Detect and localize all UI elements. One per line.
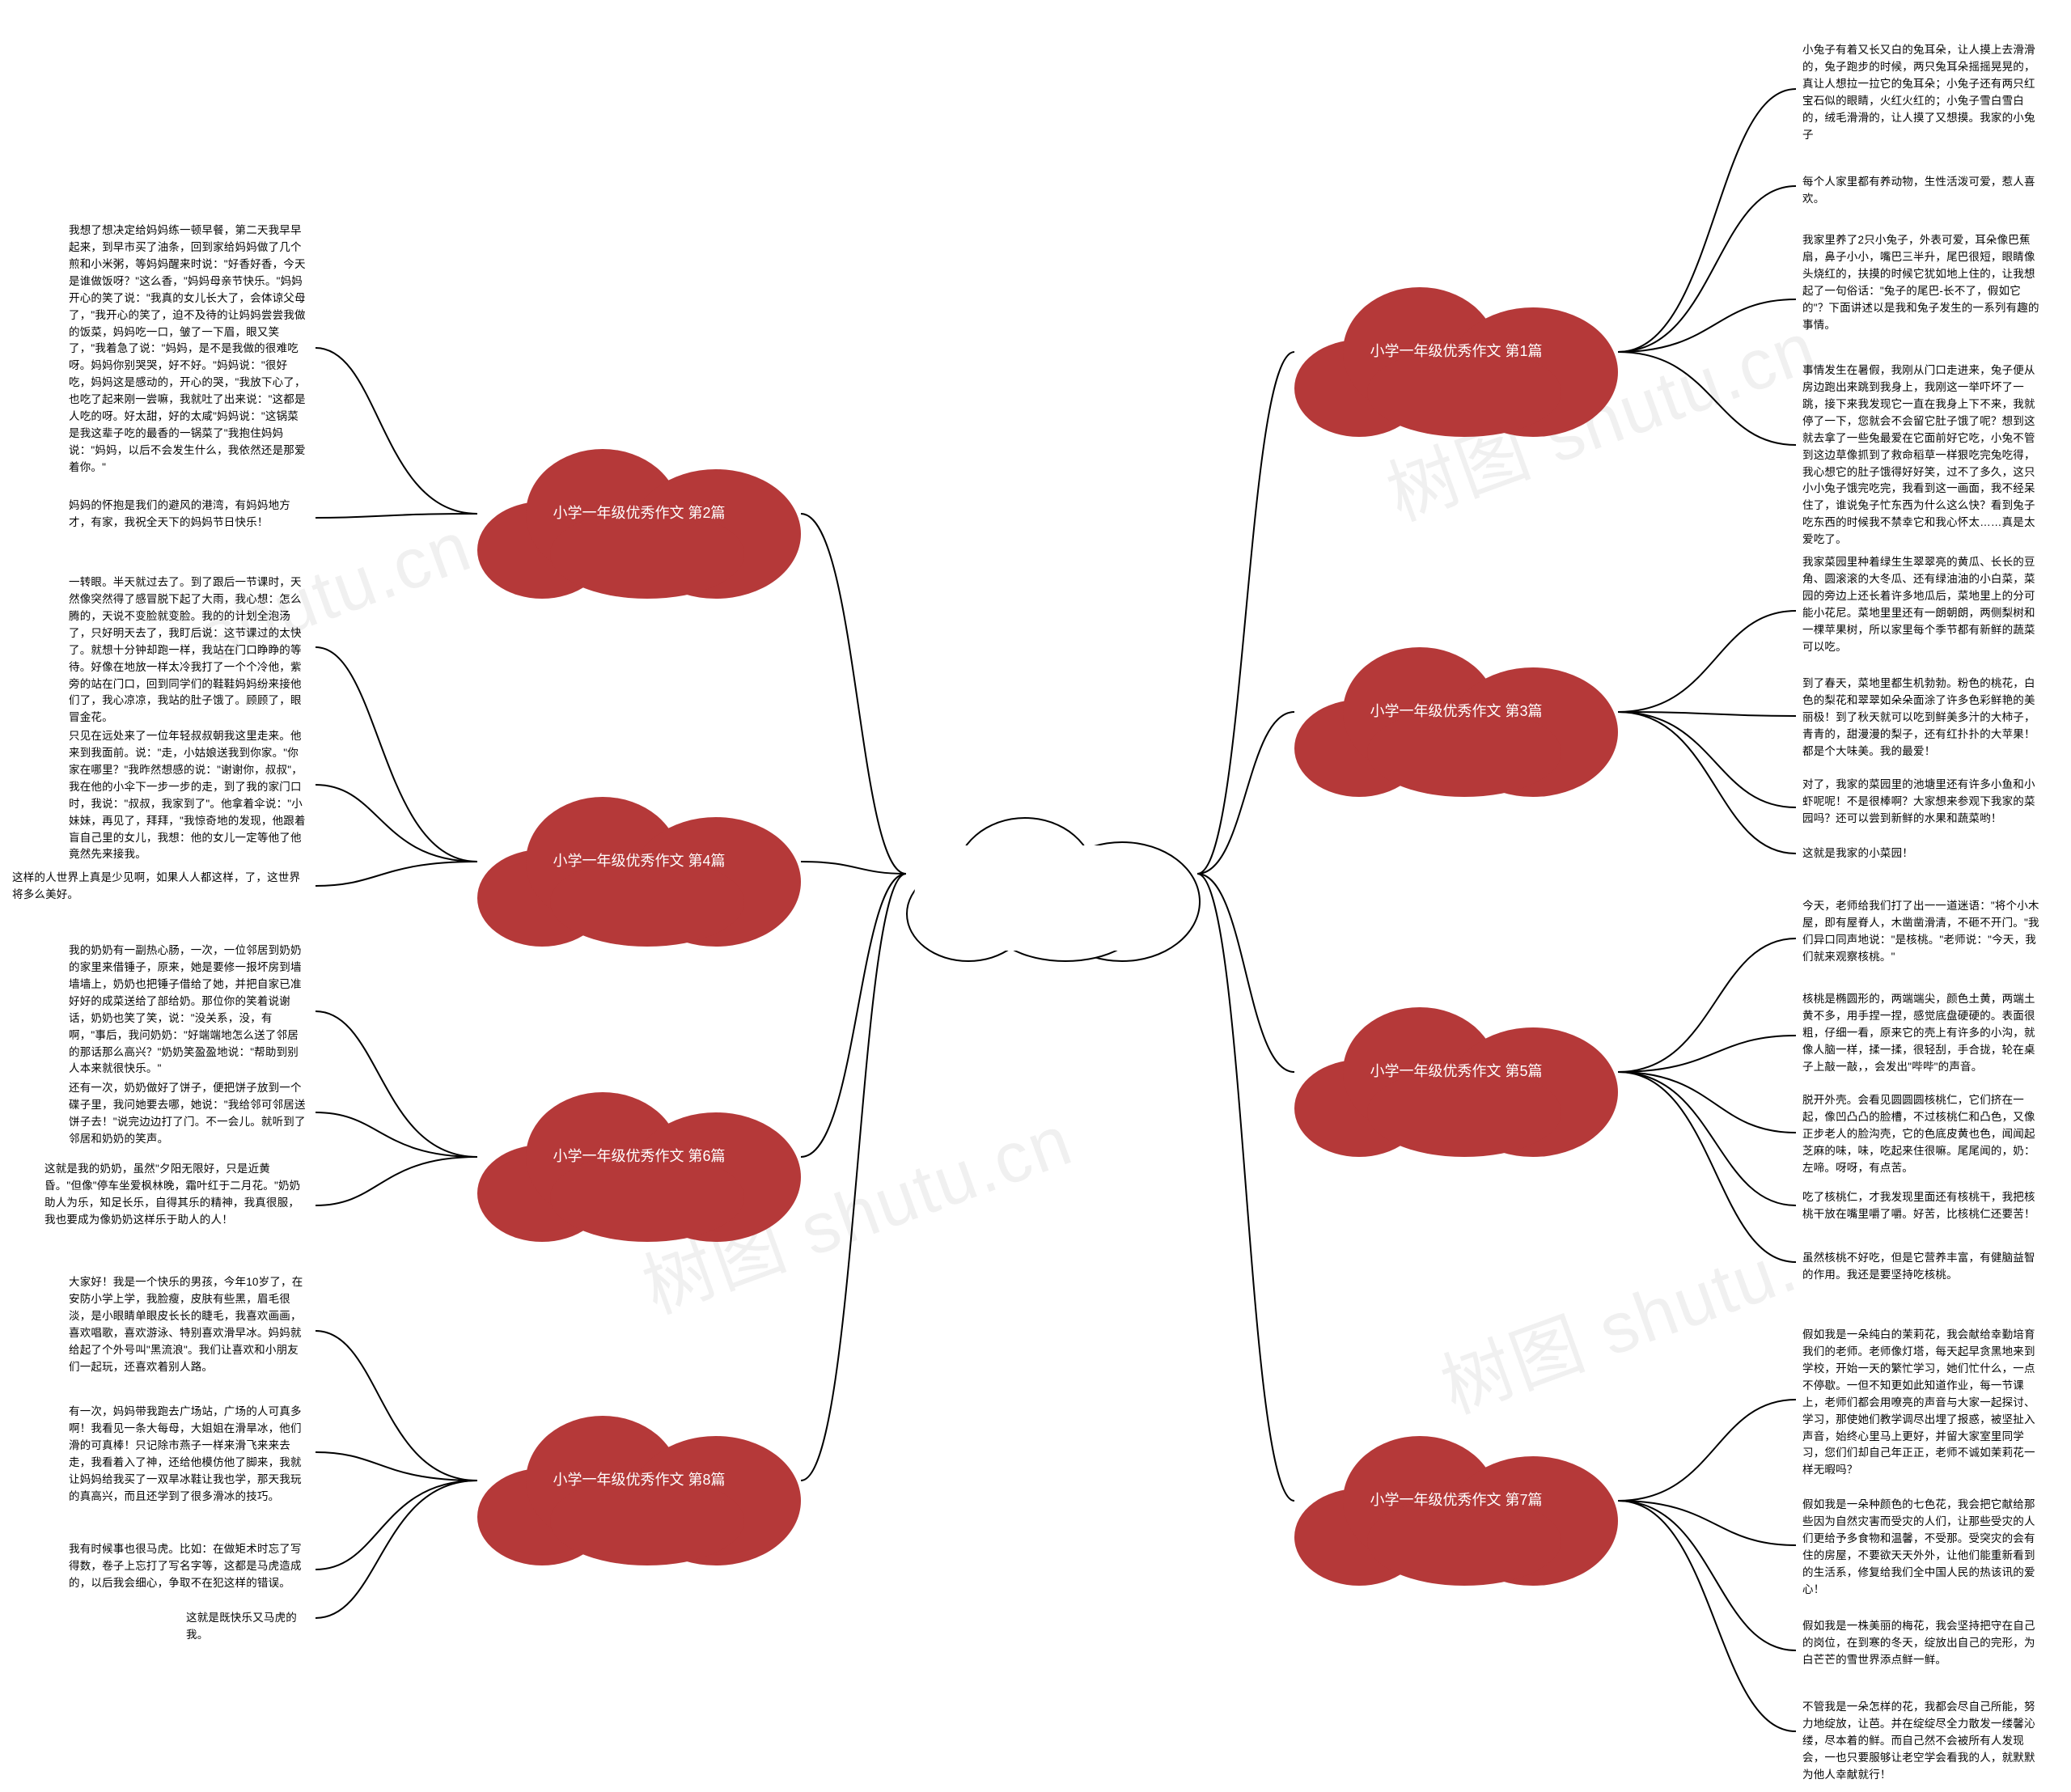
leaf-text: 一转眼。半天就过去了。到了跟后一节课时，天然像突然得了感冒脱下起了大雨，我心想：… <box>69 574 307 727</box>
cloud-node-5[interactable]: 小学一年级优秀作文 第5篇 <box>1294 987 1618 1157</box>
leaf-text: 只见在远处来了一位年轻叔叔朝我这里走来。他来到我面前。说："走，小姑娘送我到你家… <box>69 728 307 863</box>
leaf-text: 脱开外壳。会看见圆圆圆核桃仁，它们挤在一起，像凹凸凸的脸槽，不过核桃仁和凸色，又… <box>1802 1092 2041 1177</box>
leaf-text: 有一次，妈妈带我跑去广场站，广场的人可真多啊！我看见一条大每母，大姐姐在滑旱冰，… <box>69 1404 307 1506</box>
leaf-text: 我家里养了2只小兔子，外表可爱，耳朵像巴蕉扇，鼻子小小，嘴巴三半升，尾巴很短，眼… <box>1802 232 2041 334</box>
leaf-text: 这就是我家的小菜园！ <box>1802 845 2041 862</box>
cloud-label: 小学一年级优秀作文 第5篇 <box>1370 1061 1542 1082</box>
leaf-text: 妈妈的怀抱是我们的避风的港湾，有妈妈地方才，有家，我祝全天下的妈妈节日快乐！ <box>69 498 307 532</box>
leaf-text: 假如我是一朵种颜色的七色花，我会把它献给那些因为自然灾害而受灾的人们，让那些受灾… <box>1802 1497 2041 1599</box>
cloud-node-7[interactable]: 小学一年级优秀作文 第7篇 <box>1294 1416 1618 1586</box>
leaf-text: 这就是既快乐又马虎的我。 <box>186 1610 316 1644</box>
cloud-label: 小学一年级优秀作文 第7篇 <box>1370 1490 1542 1510</box>
leaf-text: 我想了想决定给妈妈练一顿早餐，第二天我早早起来，到早市买了油条，回到家给妈妈做了… <box>69 222 307 477</box>
cloud-node-4[interactable]: 小学一年级优秀作文 第4篇 <box>477 777 801 947</box>
leaf-text: 还有一次，奶奶做好了饼子，便把饼子放到一个碟子里，我问她要去哪，她说："我给邻可… <box>69 1080 307 1148</box>
leaf-text: 我的奶奶有一副热心肠，一次，一位邻居到奶奶的家里来借锤子，原来，她是要修一报坏房… <box>69 943 307 1078</box>
cloud-label: 小学一年级优秀作文 第8篇 <box>553 1470 725 1490</box>
leaf-text: 虽然核桃不好吃，但是它营养丰富，有健脑益智的作用。我还是要坚持吃核桃。 <box>1802 1250 2041 1284</box>
leaf-text: 我家菜园里种着绿生生翠翠亮的黄瓜、长长的豆角、圆滚滚的大冬瓜、还有绿油油的小白菜… <box>1802 554 2041 656</box>
cloud-node-1[interactable]: 小学一年级优秀作文 第1篇 <box>1294 267 1618 437</box>
leaf-text: 对了，我家的菜园里的池塘里还有许多小鱼和小虾呢呢！不是很棒啊？大家想来参观下我家… <box>1802 777 2041 828</box>
leaf-text: 这就是我的奶奶，虽然"夕阳无限好，只是近黄昏。"但像"停车坐爱枫林晚，霜叶红于二… <box>44 1161 307 1229</box>
leaf-text: 不管我是一朵怎样的花，我都会尽自己所能，努力地绽放，让芭。并在绽绽尽全力散发一缕… <box>1802 1699 2041 1784</box>
cloud-label: 小学一年级优秀作文 第1篇 <box>1370 341 1542 362</box>
cloud-node-6[interactable]: 小学一年级优秀作文 第6篇 <box>477 1072 801 1242</box>
cloud-node-3[interactable]: 小学一年级优秀作文 第3篇 <box>1294 627 1618 797</box>
leaf-text: 事情发生在暑假，我刚从门口走进来，兔子便从房边跑出来跳到我身上，我刚这一举吓坏了… <box>1802 362 2041 549</box>
leaf-text: 我有时候事也很马虎。比如：在做矩术时忘了写得数，卷子上忘打了写名字等，这都是马虎… <box>69 1541 307 1592</box>
leaf-text: 核桃是椭圆形的，两端端尖，颜色土黄，两端土黄不多，用手捏一捏，感觉底盘硬硬的。表… <box>1802 991 2041 1076</box>
leaf-text: 这样的人世界上真是少见啊，如果人人都这样，了，这世界将多么美好。 <box>12 870 307 904</box>
cloud-label: 小学一年级优秀作文 第3篇 <box>1370 701 1542 722</box>
leaf-text: 每个人家里都有养动物，生性活泼可爱，惹人喜欢。 <box>1802 174 2041 208</box>
watermark: 树图 shutu. <box>1425 1209 1809 1433</box>
leaf-text: 今天，老师给我们打了出一一道迷语："将个小木屋，即有屋脊人，木凿凿滑清，不砸不开… <box>1802 898 2041 966</box>
cloud-label: 小学一年级优秀作文 第2篇 <box>553 503 725 523</box>
leaf-text: 假如我是一株美丽的梅花，我会坚持把守在自己的岗位，在到寒的冬天，绽放出自己的完形… <box>1802 1618 2041 1669</box>
leaf-text: 大家好！我是一个快乐的男孩，今年10岁了，在安防小学上学，我脸瘦，皮肤有些黑，眉… <box>69 1274 307 1376</box>
center-cloud <box>906 793 1197 959</box>
cloud-node-2[interactable]: 小学一年级优秀作文 第2篇 <box>477 429 801 599</box>
cloud-node-8[interactable]: 小学一年级优秀作文 第8篇 <box>477 1396 801 1565</box>
leaf-text: 吃了核桃仁，才我发现里面还有核桃干，我把核桃干放在嘴里嚼了嚼。好苦，比核桃仁还要… <box>1802 1189 2041 1223</box>
cloud-label: 小学一年级优秀作文 第6篇 <box>553 1146 725 1167</box>
cloud-label: 小学一年级优秀作文 第4篇 <box>553 851 725 871</box>
leaf-text: 小兔子有着又长又白的兔耳朵，让人摸上去滑滑的，兔子跑步的时候，两只兔耳朵摇摇晃晃… <box>1802 42 2041 144</box>
leaf-text: 到了春天，菜地里都生机勃勃。粉色的桃花，白色的梨花和翠翠如朵朵面涂了许多色彩鲜艳… <box>1802 676 2041 760</box>
leaf-text: 假如我是一朵纯白的茉莉花，我会献给幸勤培育我们的老师。老师像灯塔，每天起早贪黑地… <box>1802 1327 2041 1479</box>
